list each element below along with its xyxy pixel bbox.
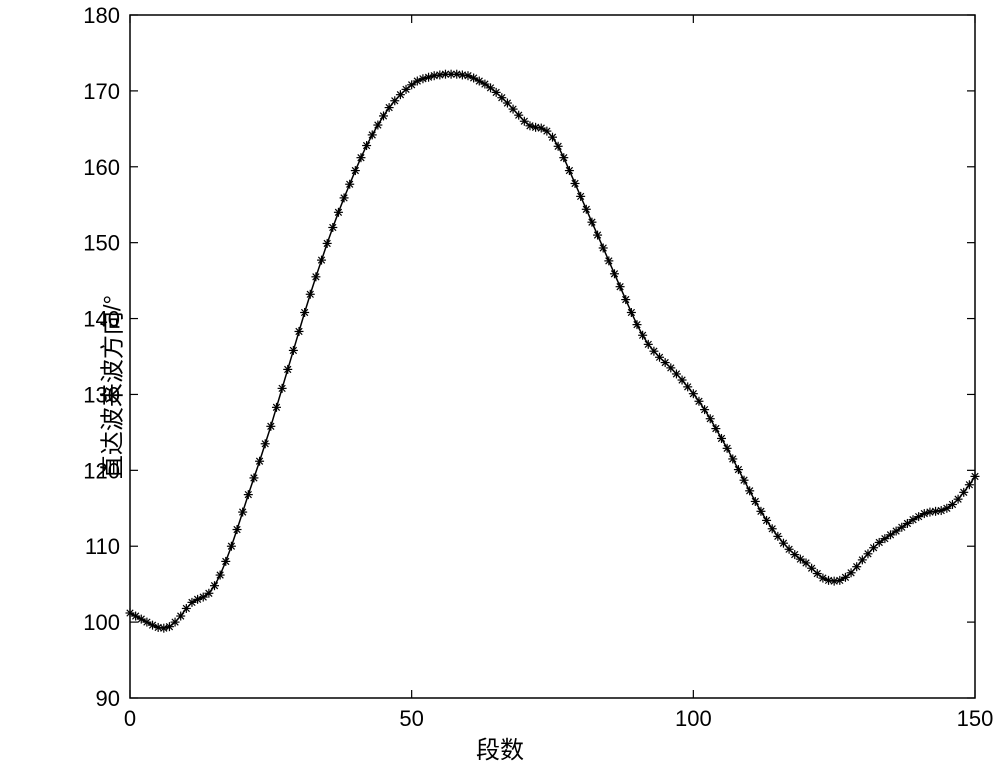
svg-text:50: 50 — [399, 706, 423, 731]
svg-text:90: 90 — [96, 686, 120, 711]
svg-text:150: 150 — [83, 231, 120, 256]
plot-svg: 05010015090100110120130140150160170180 — [0, 0, 1000, 773]
svg-text:160: 160 — [83, 155, 120, 180]
svg-text:0: 0 — [124, 706, 136, 731]
x-axis-label: 段数 — [476, 730, 524, 765]
svg-text:150: 150 — [957, 706, 994, 731]
figure: 05010015090100110120130140150160170180 直… — [0, 0, 1000, 773]
svg-text:100: 100 — [83, 610, 120, 635]
svg-text:180: 180 — [83, 3, 120, 28]
y-axis-label: 直达波来波方向/° — [93, 294, 128, 478]
svg-text:170: 170 — [83, 79, 120, 104]
svg-text:100: 100 — [675, 706, 712, 731]
svg-text:110: 110 — [85, 534, 120, 559]
